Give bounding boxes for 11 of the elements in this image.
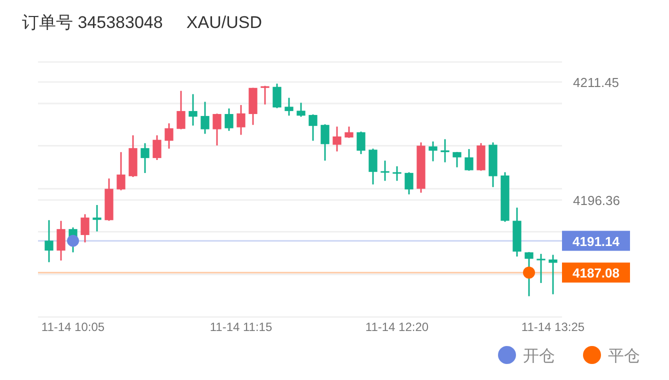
x-tick-label: 11-14 12:20 bbox=[365, 320, 429, 334]
x-tick-label: 11-14 13:25 bbox=[521, 320, 585, 334]
legend-label: 开仓 bbox=[523, 348, 555, 365]
y-tick-label: 4196.36 bbox=[573, 192, 620, 208]
ref-line-label: 4191.14 bbox=[572, 234, 620, 249]
legend-label: 平仓 bbox=[608, 348, 640, 365]
ref-line-label: 4187.08 bbox=[572, 266, 620, 281]
x-tick-label: 11-14 10:05 bbox=[41, 320, 105, 334]
y-tick-label: 4211.45 bbox=[573, 74, 620, 90]
x-tick-label: 11-14 11:15 bbox=[210, 320, 272, 334]
chart-title: 订单号 345383048 XAU/USD bbox=[22, 13, 262, 32]
